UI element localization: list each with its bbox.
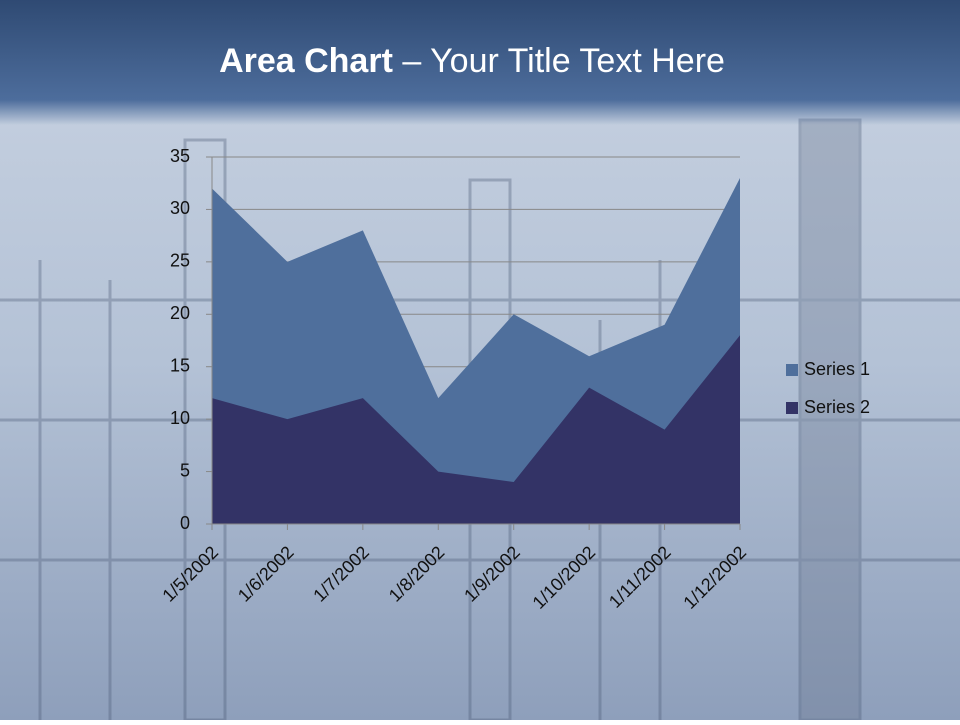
slide-title: Area Chart – Your Title Text Here bbox=[219, 42, 725, 80]
area bbox=[212, 335, 740, 524]
y-tick-label: 0 bbox=[180, 513, 190, 533]
y-tick-label: 35 bbox=[170, 146, 190, 166]
y-tick-label: 5 bbox=[180, 460, 190, 480]
title-bold: Area Chart bbox=[219, 42, 393, 80]
y-tick-label: 25 bbox=[170, 251, 190, 271]
y-tick-label: 20 bbox=[170, 303, 190, 323]
header-band bbox=[0, 0, 960, 125]
legend-swatch bbox=[786, 402, 798, 414]
y-tick-label: 15 bbox=[170, 355, 190, 375]
legend-label: Series 1 bbox=[804, 359, 870, 379]
legend-swatch bbox=[786, 364, 798, 376]
legend-label: Series 2 bbox=[804, 397, 870, 417]
y-tick-label: 30 bbox=[170, 198, 190, 218]
background-structures bbox=[0, 118, 960, 722]
title-text: – Your Title Text Here bbox=[402, 42, 725, 80]
y-tick-label: 10 bbox=[170, 408, 190, 428]
